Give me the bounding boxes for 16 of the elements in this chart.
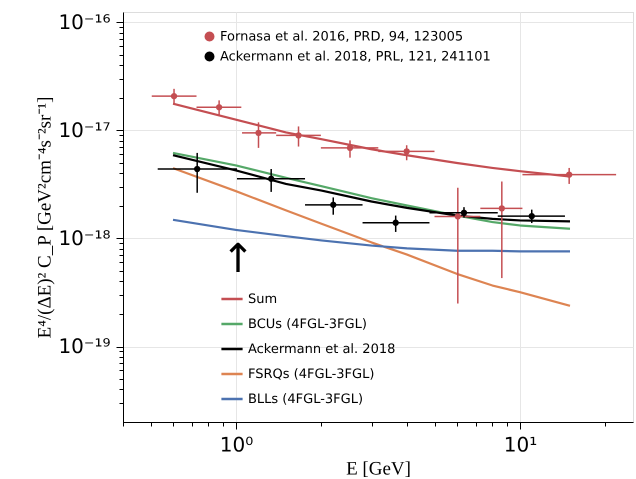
y-tick-label: 10⁻¹⁶ [58, 10, 110, 34]
legend-label: FSRQs (4FGL-3FGL) [248, 367, 374, 382]
annotation: ↑ [221, 236, 255, 282]
y-axis-title: E⁴/(ΔE)² C_P [GeV²cm⁻⁴s⁻²sr⁻¹] [34, 96, 56, 338]
y-tick-label: 10⁻¹⁷ [58, 118, 110, 142]
legend-label: BCUs (4FGL-3FGL) [248, 317, 367, 332]
legend-label: Sum [248, 292, 278, 307]
y-tick-label: 10⁻¹⁸ [58, 226, 110, 250]
x-axis-title: E [GeV] [346, 458, 411, 479]
y-tick-label: 10⁻¹⁹ [58, 334, 110, 358]
legend-label: Ackermann et al. 2018 [248, 342, 396, 357]
legend-label: Fornasa et al. 2016, PRD, 94, 123005 [220, 30, 464, 44]
legend-label: BLLs (4FGL-3FGL) [248, 392, 364, 407]
x-tick-label: 10⁰ [220, 432, 254, 456]
legend-label: Ackermann et al. 2018, PRL, 121, 241101 [220, 50, 491, 64]
x-tick-label: 10¹ [504, 432, 538, 456]
